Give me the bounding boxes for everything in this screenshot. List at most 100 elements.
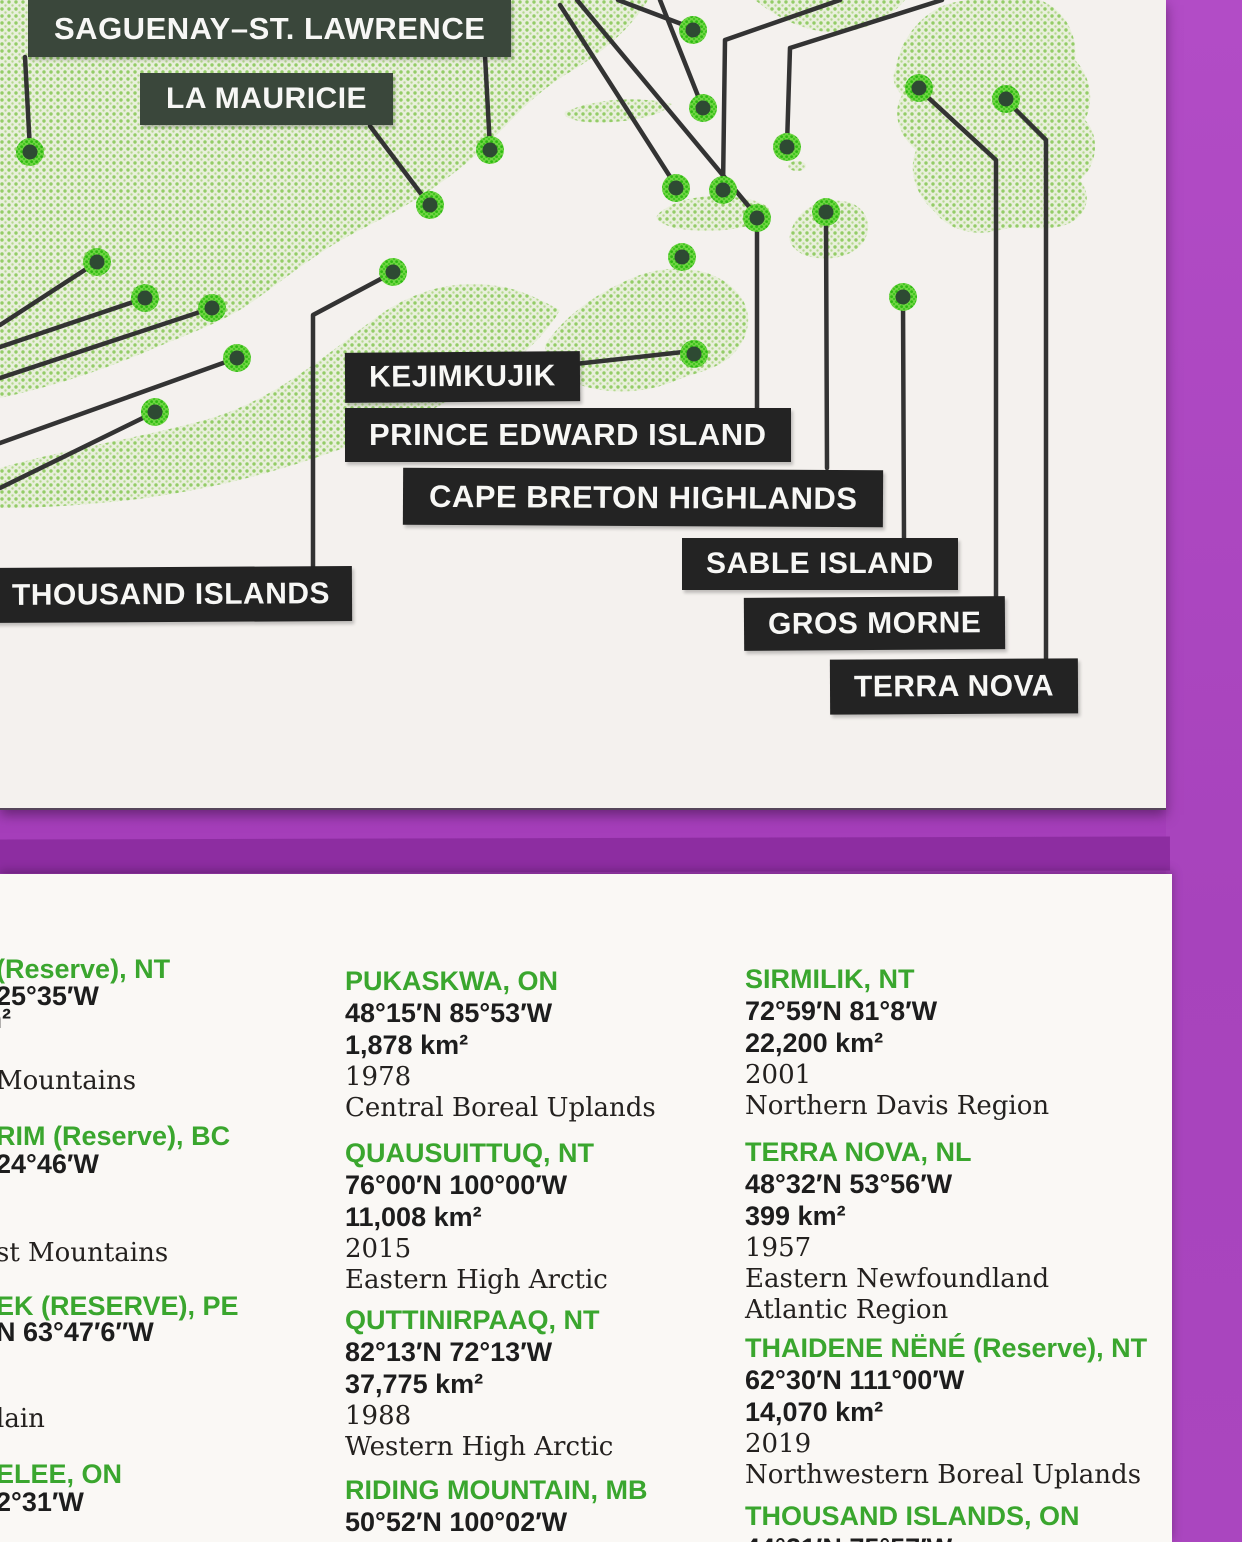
park-region-fragment: lain bbox=[0, 1404, 45, 1434]
park-area: 22,200 km² bbox=[745, 1028, 884, 1058]
landmass-prince-edward-island bbox=[656, 196, 770, 231]
park-label-cape-breton-highlands: CAPE BRETON HIGHLANDS bbox=[402, 467, 884, 528]
park-entry-quausuittuq: QUAUSUITTUQ, NT 76°00′N 100°00′W 11,008 … bbox=[345, 1137, 747, 1296]
park-coords-fragment: 24°46′W bbox=[0, 1149, 99, 1179]
park-year: 2001 bbox=[745, 1060, 812, 1090]
park-coords: 82°13′N 72°13′W bbox=[345, 1337, 553, 1367]
park-entry-thousand-islands: THOUSAND ISLANDS, ON 44°21′N 75°57′W bbox=[745, 1500, 1147, 1542]
landmass-cape-breton bbox=[789, 200, 869, 259]
park-marker bbox=[992, 85, 1020, 113]
park-label-la-mauricie: LA MAURICIE bbox=[140, 73, 394, 125]
park-label-terra-nova: TERRA NOVA bbox=[829, 658, 1079, 715]
park-marker bbox=[680, 340, 708, 368]
landmass-anticosti bbox=[564, 99, 672, 123]
park-entry-terra-nova: TERRA NOVA, NL 48°32′N 53°56′W 399 km² 1… bbox=[745, 1136, 1147, 1326]
park-entry-riding-mountain: RIDING MOUNTAIN, MB 50°52′N 100°02′W 2,9… bbox=[345, 1474, 747, 1542]
park-marker bbox=[689, 94, 717, 122]
park-area: 37,775 km² bbox=[345, 1369, 484, 1399]
connector-top-2 bbox=[615, 0, 695, 31]
connector-sable-island bbox=[900, 296, 907, 541]
park-marker bbox=[662, 174, 690, 202]
park-label-thousand-islands: THOUSAND ISLANDS bbox=[0, 566, 353, 623]
park-label-saguenay-st-lawrence: SAGUENAY–ST. LAWRENCE bbox=[28, 0, 512, 57]
park-marker bbox=[379, 258, 407, 286]
park-area-fragment: m² bbox=[0, 1004, 11, 1034]
park-label-gros-morne: GROS MORNE bbox=[743, 596, 1006, 651]
park-marker bbox=[141, 398, 169, 426]
connector-elbow-1 bbox=[720, 0, 843, 191]
park-year: 1957 bbox=[745, 1233, 812, 1263]
park-year: 1978 bbox=[345, 1062, 412, 1092]
park-year: 1988 bbox=[345, 1401, 412, 1431]
park-marker bbox=[679, 16, 707, 44]
park-name: THAIDENE NËNÉ (Reserve), NT bbox=[745, 1333, 1148, 1363]
connector-gros-morne bbox=[917, 87, 999, 600]
park-name-fragment: (Reserve), NT bbox=[0, 954, 171, 984]
park-name: PUKASKWA, ON bbox=[345, 966, 559, 996]
park-area: 1,878 km² bbox=[345, 1030, 469, 1060]
park-name: QUAUSUITTUQ, NT bbox=[345, 1138, 594, 1168]
park-coords: 62°30′N 111°00′W bbox=[745, 1365, 965, 1395]
park-marker bbox=[223, 344, 251, 372]
park-region: Eastern Newfoundland Atlantic Region bbox=[745, 1264, 1050, 1325]
park-name-fragment: EK (RESERVE), PE bbox=[0, 1291, 239, 1321]
connector-cape-breton bbox=[823, 211, 830, 471]
park-marker bbox=[709, 176, 737, 204]
park-region: Western High Arctic bbox=[345, 1432, 614, 1462]
park-marker bbox=[905, 74, 933, 102]
park-year: 2019 bbox=[745, 1429, 812, 1459]
connector-lines bbox=[0, 0, 1049, 661]
park-coords-fragment: 2°31′W bbox=[0, 1487, 84, 1517]
park-region-fragment: st Mountains bbox=[0, 1238, 169, 1268]
connector-terra-nova bbox=[1004, 98, 1049, 661]
park-area: 11,008 km² bbox=[345, 1202, 482, 1232]
park-label-sable-island: SABLE ISLAND bbox=[682, 538, 958, 590]
park-entry-thaidene-nene: THAIDENE NËNÉ (Reserve), NT 62°30′N 111°… bbox=[745, 1332, 1147, 1491]
park-region-fragment: Mountains bbox=[0, 1066, 137, 1096]
purple-background-strip bbox=[1166, 0, 1242, 1542]
park-name: TERRA NOVA, NL bbox=[745, 1137, 972, 1167]
park-coords: 50°52′N 100°02′W bbox=[345, 1507, 568, 1537]
connector-left-exit-5 bbox=[0, 409, 158, 491]
park-coords: 44°21′N 75°57′W bbox=[745, 1532, 1147, 1542]
park-entry-sirmilik: SIRMILIK, NT 72°59′N 81°8′W 22,200 km² 2… bbox=[745, 963, 1147, 1122]
connector-la-mauricie bbox=[367, 123, 431, 206]
park-region: Eastern High Arctic bbox=[345, 1265, 608, 1295]
landmass-gaspe-new-brunswick bbox=[0, 284, 560, 508]
landmass-magdalen-islands bbox=[788, 161, 806, 171]
park-marker bbox=[889, 283, 917, 311]
connector-top-3 bbox=[657, 0, 705, 109]
connector-thousand-islands bbox=[310, 270, 395, 570]
park-name-fragment: ELEE, ON bbox=[0, 1459, 123, 1489]
park-coords: 48°32′N 53°56′W bbox=[745, 1169, 953, 1199]
purple-crease-band bbox=[0, 836, 1171, 874]
park-coords-fragment: N 63°47′6″W bbox=[0, 1317, 154, 1347]
park-entry-pukaskwa: PUKASKWA, ON 48°15′N 85°53′W 1,878 km² 1… bbox=[345, 965, 747, 1124]
park-name: QUTTINIRPAAQ, NT bbox=[345, 1305, 600, 1335]
connector-left-exit-3 bbox=[0, 305, 215, 381]
park-region: Northwestern Boreal Uplands bbox=[745, 1460, 1142, 1490]
park-coords: 48°15′N 85°53′W bbox=[345, 998, 553, 1028]
park-marker bbox=[743, 204, 771, 232]
park-region: Northern Davis Region bbox=[745, 1091, 1050, 1121]
connector-diagonal-1 bbox=[557, 2, 679, 189]
park-name-fragment: RIM (Reserve), BC bbox=[0, 1121, 231, 1151]
park-area: 399 km² bbox=[745, 1201, 846, 1231]
park-coords: 72°59′N 81°8′W bbox=[745, 996, 938, 1026]
park-region: Central Boreal Uplands bbox=[345, 1093, 656, 1123]
park-markers bbox=[16, 16, 1020, 426]
park-marker bbox=[812, 198, 840, 226]
park-label-prince-edward-island: PRINCE EDWARD ISLAND bbox=[345, 408, 791, 462]
park-coords: 76°00′N 100°00′W bbox=[345, 1170, 568, 1200]
connector-kejimkujik bbox=[572, 348, 695, 367]
connector-elbow-2 bbox=[784, 0, 945, 148]
park-marker bbox=[773, 133, 801, 161]
connector-left-exit-1 bbox=[0, 259, 100, 328]
park-year: 2015 bbox=[345, 1234, 412, 1264]
park-marker bbox=[416, 191, 444, 219]
details-card: (Reserve), NT 25°35′W m² Mountains RIM (… bbox=[0, 874, 1172, 1542]
park-coords-fragment: 25°35′W bbox=[0, 981, 99, 1011]
park-marker bbox=[16, 138, 44, 166]
park-entry-quttinirpaaq: QUTTINIRPAAQ, NT 82°13′N 72°13′W 37,775 … bbox=[345, 1304, 747, 1463]
